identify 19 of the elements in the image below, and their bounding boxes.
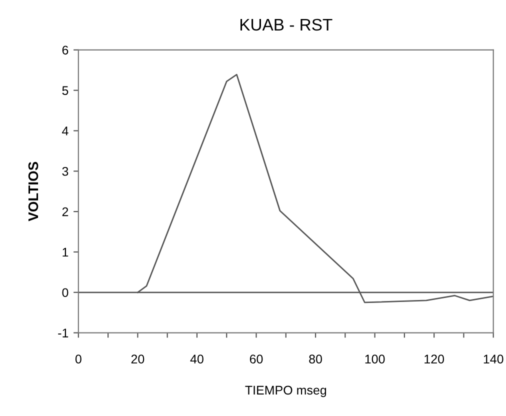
y-tick-label: 2 (62, 207, 68, 216)
chart-title: KUAB - RST (240, 18, 332, 31)
x-tick-label: 0 (75, 354, 82, 364)
y-tick-label: 0 (62, 288, 68, 298)
x-tick-label: 80 (309, 354, 322, 364)
y-tick-label: -1 (58, 328, 68, 338)
x-axis-title: TIEMPO mseg (245, 386, 326, 398)
x-tick-label: 40 (190, 354, 204, 364)
y-tick-label: 3 (62, 166, 68, 176)
x-tick-label: 20 (131, 354, 144, 364)
y-tick-label: 5 (62, 86, 68, 95)
x-tick-label: 120 (424, 354, 444, 364)
x-tick-label: 100 (365, 354, 385, 364)
y-tick-label: 1 (62, 248, 68, 257)
y-axis-title: VOLTIOS (28, 162, 38, 222)
y-tick-label: 4 (62, 126, 68, 136)
x-tick-label: 60 (250, 354, 263, 364)
y-tick-label: 6 (62, 46, 68, 55)
x-tick-label: 140 (484, 354, 504, 364)
